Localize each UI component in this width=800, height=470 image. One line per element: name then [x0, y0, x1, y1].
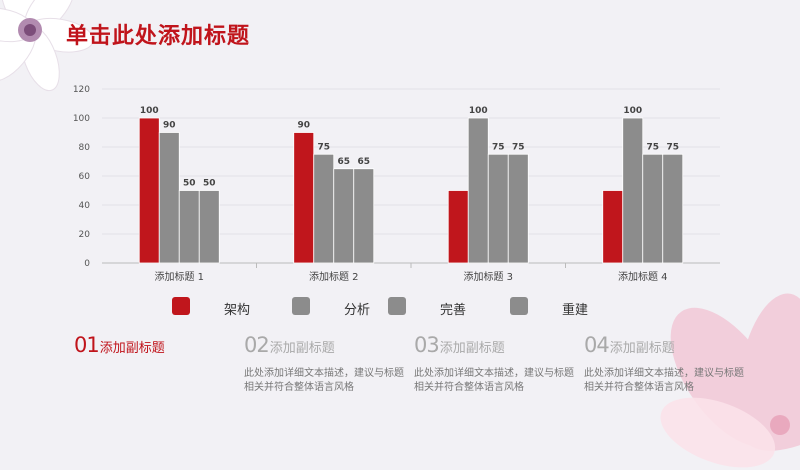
data-label: 50 — [203, 179, 216, 189]
y-axis-ticks: 0 20 40 60 80 100 120 — [73, 85, 90, 269]
legend-swatch — [388, 297, 406, 315]
legend-label: 架构 — [224, 303, 251, 318]
y-tick-label: 60 — [79, 172, 91, 182]
data-labels: 100 90 50 50 90 75 65 65 100 75 75 100 75 75 — [140, 106, 679, 189]
y-tick-label: 100 — [73, 114, 90, 124]
card-number: 03 — [414, 333, 440, 357]
x-tick-label: 添加标题 3 — [463, 270, 513, 283]
y-tick-label: 120 — [73, 85, 90, 95]
card-subtitle: 添加副标题 — [609, 341, 675, 356]
x-tick-label: 添加标题 2 — [309, 270, 359, 283]
card-subtitle: 添加副标题 — [269, 341, 335, 356]
subtitle-cards: 01添加副标题 02添加副标题 此处添加详细文本描述，建议与标题相关并符合整体语… — [74, 331, 774, 441]
card-03: 03添加副标题 此处添加详细文本描述，建议与标题相关并符合整体语言风格 — [414, 331, 574, 395]
legend-swatch — [292, 297, 310, 315]
card-number: 01 — [74, 333, 100, 357]
card-04: 04添加副标题 此处添加详细文本描述，建议与标题相关并符合整体语言风格 — [584, 331, 744, 395]
x-axis-ticks: 添加标题 1 添加标题 2 添加标题 3 添加标题 4 — [154, 270, 667, 283]
y-tick-label: 80 — [79, 143, 91, 153]
card-heading: 04添加副标题 — [584, 331, 744, 363]
card-heading: 02添加副标题 — [244, 331, 404, 363]
data-label: 75 — [317, 142, 330, 152]
data-label: 75 — [512, 142, 525, 152]
y-tick-label: 40 — [79, 201, 91, 211]
bar-chart: 0 20 40 60 80 100 120 100 90 50 50 90 75 65 65 100 75 75… — [73, 85, 720, 283]
data-label: 65 — [357, 157, 370, 167]
bar — [353, 168, 375, 264]
data-label: 90 — [163, 121, 176, 131]
card-01: 01添加副标题 — [74, 331, 234, 363]
card-number: 04 — [584, 333, 610, 357]
card-subtitle: 添加副标题 — [439, 341, 505, 356]
legend-swatch — [172, 297, 190, 315]
card-number: 02 — [244, 333, 270, 357]
bar — [507, 153, 529, 264]
data-label: 75 — [666, 142, 679, 152]
bar — [138, 117, 160, 264]
legend-swatch — [510, 297, 528, 315]
x-tick-label: 添加标题 1 — [154, 270, 204, 283]
card-heading: 03添加副标题 — [414, 331, 574, 363]
y-tick-label: 20 — [79, 230, 91, 240]
bar — [602, 190, 624, 264]
bar — [467, 117, 489, 264]
bar — [662, 153, 684, 264]
slide-title: 单击此处添加标题 — [66, 24, 251, 49]
bar — [158, 132, 180, 264]
x-tick-label: 添加标题 4 — [618, 270, 668, 283]
card-02: 02添加副标题 此处添加详细文本描述，建议与标题相关并符合整体语言风格 — [244, 331, 404, 395]
legend-label: 分析 — [344, 303, 371, 318]
card-description: 此处添加详细文本描述，建议与标题相关并符合整体语言风格 — [584, 368, 744, 393]
card-subtitle: 添加副标题 — [99, 341, 165, 356]
bar — [333, 168, 355, 264]
card-description: 此处添加详细文本描述，建议与标题相关并符合整体语言风格 — [244, 368, 404, 393]
card-description: 此处添加详细文本描述，建议与标题相关并符合整体语言风格 — [414, 368, 574, 393]
bar — [447, 190, 469, 264]
data-label: 90 — [297, 121, 310, 131]
bar — [642, 153, 664, 264]
chart-legend: 架构 分析 完善 重建 — [172, 296, 632, 318]
data-label: 75 — [646, 142, 659, 152]
bar — [487, 153, 509, 264]
legend-label: 完善 — [440, 303, 467, 318]
chart-bars — [138, 117, 684, 264]
data-label: 75 — [492, 142, 505, 152]
bar — [313, 153, 335, 264]
flower-decoration-bottom-right — [660, 293, 800, 468]
legend-label: 重建 — [562, 303, 589, 318]
data-label: 50 — [183, 179, 196, 189]
bar — [622, 117, 644, 264]
data-label: 100 — [623, 106, 642, 116]
flower-decoration-top-left — [0, 0, 94, 92]
bar — [178, 190, 200, 264]
data-label: 100 — [469, 106, 488, 116]
data-label: 65 — [337, 157, 350, 167]
y-tick-label: 0 — [84, 259, 90, 269]
card-heading: 01添加副标题 — [74, 331, 234, 363]
data-label: 100 — [140, 106, 159, 116]
bar — [293, 132, 315, 264]
bar — [198, 190, 220, 264]
